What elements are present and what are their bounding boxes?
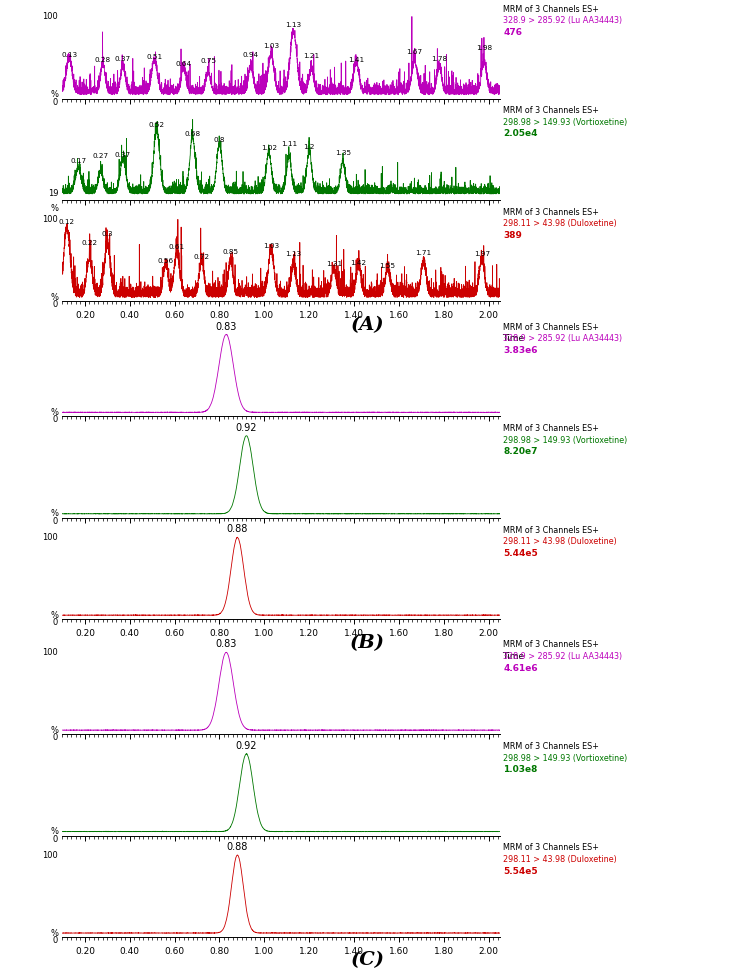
Text: 1.02: 1.02 <box>261 145 277 151</box>
Text: %: % <box>50 726 58 735</box>
Text: 328.9 > 285.92 (Lu AA34443): 328.9 > 285.92 (Lu AA34443) <box>503 16 623 25</box>
Text: 1.31: 1.31 <box>326 261 342 267</box>
Text: 328.9 > 285.92 (Lu AA34443): 328.9 > 285.92 (Lu AA34443) <box>503 652 623 661</box>
Text: 0.3: 0.3 <box>101 231 113 237</box>
Text: 1.97: 1.97 <box>474 252 490 257</box>
Text: 0.17: 0.17 <box>70 158 86 165</box>
Text: MRM of 3 Channels ES+: MRM of 3 Channels ES+ <box>503 641 599 650</box>
Text: 1.03e8: 1.03e8 <box>503 765 538 774</box>
Text: %: % <box>50 928 58 938</box>
Text: 298.98 > 149.93 (Vortioxetine): 298.98 > 149.93 (Vortioxetine) <box>503 436 628 444</box>
Text: 3.83e6: 3.83e6 <box>503 346 538 355</box>
Text: 1.98: 1.98 <box>476 45 492 51</box>
Text: 8.20e7: 8.20e7 <box>503 447 538 456</box>
Text: 2.05e4: 2.05e4 <box>503 130 538 138</box>
Text: 100: 100 <box>43 851 58 860</box>
Text: 100: 100 <box>43 532 58 542</box>
Text: 0.37: 0.37 <box>115 55 131 62</box>
Text: 1.03: 1.03 <box>263 243 279 249</box>
Text: %: % <box>50 828 58 836</box>
Text: 0.22: 0.22 <box>82 240 98 246</box>
Text: 1.2: 1.2 <box>304 144 315 150</box>
Text: 0.75: 0.75 <box>200 58 216 65</box>
Text: 1.67: 1.67 <box>406 48 423 55</box>
Text: 0.51: 0.51 <box>146 54 162 60</box>
Text: 4.61e6: 4.61e6 <box>503 664 538 673</box>
Text: 0.88: 0.88 <box>226 525 248 534</box>
Text: (B): (B) <box>350 634 385 651</box>
Text: MRM of 3 Channels ES+: MRM of 3 Channels ES+ <box>503 208 599 217</box>
Text: 298.11 > 43.98 (Duloxetine): 298.11 > 43.98 (Duloxetine) <box>503 855 617 864</box>
Text: 298.98 > 149.93 (Vortioxetine): 298.98 > 149.93 (Vortioxetine) <box>503 753 628 763</box>
Text: (C): (C) <box>351 952 384 968</box>
Text: 0.28: 0.28 <box>95 57 111 63</box>
Text: 1.13: 1.13 <box>285 22 301 28</box>
Text: 0: 0 <box>53 98 58 106</box>
Text: 0.88: 0.88 <box>226 842 248 853</box>
Text: MRM of 3 Channels ES+: MRM of 3 Channels ES+ <box>503 322 599 332</box>
Text: 0.83: 0.83 <box>215 640 237 650</box>
Text: 19: 19 <box>48 190 58 198</box>
Text: 298.11 > 43.98 (Duloxetine): 298.11 > 43.98 (Duloxetine) <box>503 537 617 546</box>
Text: %: % <box>50 611 58 620</box>
Text: MRM of 3 Channels ES+: MRM of 3 Channels ES+ <box>503 741 599 751</box>
Text: Time: Time <box>502 652 524 661</box>
Text: 1.55: 1.55 <box>379 263 395 269</box>
Text: Time: Time <box>502 334 524 344</box>
Text: 389: 389 <box>503 231 523 240</box>
Text: 0.68: 0.68 <box>184 131 201 136</box>
Text: 1.13: 1.13 <box>285 251 301 257</box>
Text: %: % <box>50 203 58 213</box>
Text: 0: 0 <box>53 936 58 945</box>
Text: 1.11: 1.11 <box>281 141 297 147</box>
Text: 100: 100 <box>43 648 58 656</box>
Text: 100: 100 <box>43 12 58 21</box>
Text: 298.11 > 43.98 (Duloxetine): 298.11 > 43.98 (Duloxetine) <box>503 220 617 228</box>
Text: 1.78: 1.78 <box>431 56 448 62</box>
Text: 0.83: 0.83 <box>215 321 237 332</box>
Text: MRM of 3 Channels ES+: MRM of 3 Channels ES+ <box>503 843 599 853</box>
Text: 0.37: 0.37 <box>115 152 131 158</box>
Text: 5.54e5: 5.54e5 <box>503 866 538 876</box>
Text: MRM of 3 Channels ES+: MRM of 3 Channels ES+ <box>503 526 599 534</box>
Text: 0.72: 0.72 <box>193 254 209 260</box>
Text: %: % <box>50 408 58 417</box>
Text: %: % <box>50 293 58 302</box>
Text: 476: 476 <box>503 28 523 37</box>
Text: 0: 0 <box>53 734 58 742</box>
Text: 1.35: 1.35 <box>334 150 351 156</box>
Text: %: % <box>50 509 58 519</box>
Text: 1.42: 1.42 <box>351 260 367 266</box>
Text: %: % <box>50 90 58 99</box>
Text: 328.9 > 285.92 (Lu AA34443): 328.9 > 285.92 (Lu AA34443) <box>503 334 623 344</box>
Text: 0: 0 <box>53 517 58 526</box>
Text: 0: 0 <box>53 834 58 844</box>
Text: 0.56: 0.56 <box>157 257 173 264</box>
Text: 0.92: 0.92 <box>236 423 257 433</box>
Text: 100: 100 <box>43 215 58 224</box>
Text: 0: 0 <box>53 619 58 627</box>
Text: MRM of 3 Channels ES+: MRM of 3 Channels ES+ <box>503 106 599 115</box>
Text: 0.85: 0.85 <box>223 249 239 255</box>
Text: (A): (A) <box>351 316 384 334</box>
Text: 0.27: 0.27 <box>93 153 109 159</box>
Text: 0.12: 0.12 <box>59 219 75 225</box>
Text: 0: 0 <box>53 415 58 424</box>
Text: 0.8: 0.8 <box>214 137 225 143</box>
Text: 1.21: 1.21 <box>304 53 320 59</box>
Text: 1.03: 1.03 <box>263 44 279 49</box>
Text: 0: 0 <box>53 300 58 310</box>
Text: 298.98 > 149.93 (Vortioxetine): 298.98 > 149.93 (Vortioxetine) <box>503 118 628 127</box>
Text: MRM of 3 Channels ES+: MRM of 3 Channels ES+ <box>503 424 599 433</box>
Text: 1.41: 1.41 <box>348 57 365 63</box>
Text: 0.64: 0.64 <box>176 61 192 67</box>
Text: 5.44e5: 5.44e5 <box>503 549 538 558</box>
Text: 1.71: 1.71 <box>415 250 431 256</box>
Text: 0.92: 0.92 <box>236 741 257 751</box>
Text: MRM of 3 Channels ES+: MRM of 3 Channels ES+ <box>503 5 599 14</box>
Text: 0.13: 0.13 <box>61 51 77 58</box>
Text: 0.61: 0.61 <box>169 244 185 250</box>
Text: 0.52: 0.52 <box>148 122 165 128</box>
Text: 0.94: 0.94 <box>243 52 259 58</box>
